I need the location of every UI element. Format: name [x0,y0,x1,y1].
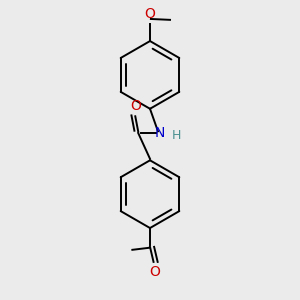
Text: H: H [172,129,181,142]
Text: N: N [155,126,166,140]
Text: O: O [145,7,155,21]
Text: O: O [150,265,160,279]
Text: O: O [130,99,141,113]
